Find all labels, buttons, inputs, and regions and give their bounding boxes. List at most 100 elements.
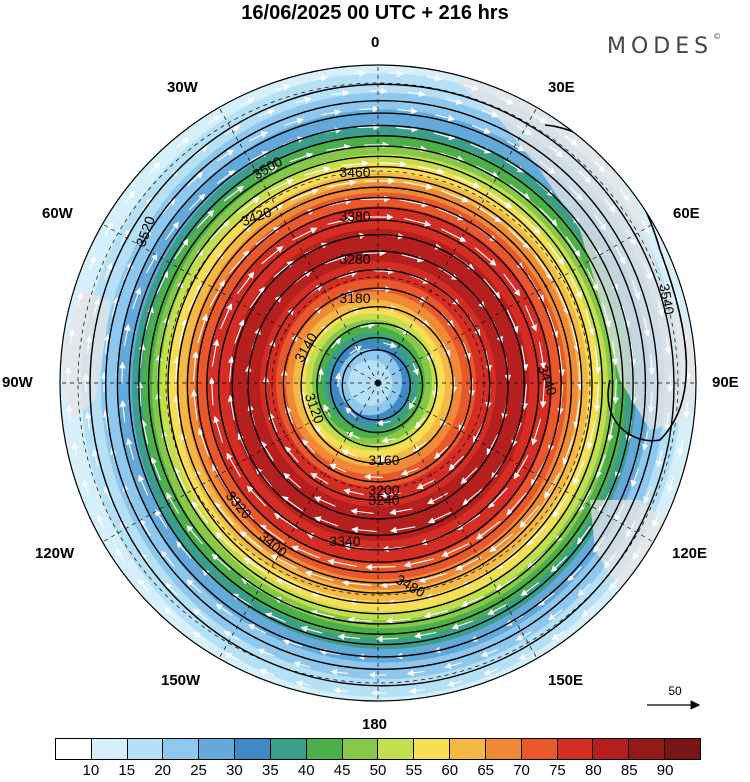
wind-vector: [178, 318, 188, 348]
wind-vector: [257, 648, 275, 657]
wind-vector: [321, 109, 342, 116]
wind-vector: [123, 323, 131, 347]
contour-label: 3540: [656, 282, 677, 316]
colorbar-tick-label: 50: [369, 762, 387, 779]
wind-vector: [333, 687, 349, 694]
wind-vector: [573, 399, 581, 429]
wind-vector: [474, 247, 497, 266]
wind-vector: [76, 291, 84, 307]
meridian-line: [377, 382, 654, 543]
wind-vector: [427, 511, 452, 524]
meridian-line: [377, 107, 538, 384]
wind-vector: [578, 170, 592, 184]
wind-vector: [380, 581, 410, 589]
contour-label: 3200: [368, 482, 399, 498]
wind-vector: [188, 283, 202, 311]
wind-vector: [186, 524, 203, 545]
wind-vector: [544, 472, 560, 499]
height-contour: [167, 165, 593, 605]
wind-vector: [343, 488, 364, 496]
wind-vector: [486, 434, 499, 456]
wind-vector: [677, 440, 685, 457]
wind-vector: [476, 205, 502, 223]
wind-vector: [441, 190, 469, 203]
wind-vector: [476, 165, 499, 178]
wind-vector: [643, 316, 651, 337]
wind-vector: [226, 452, 241, 478]
wind-vector: [92, 449, 99, 467]
lon-label-120w: 120W: [35, 545, 75, 562]
wind-vector: [173, 394, 181, 425]
colorbar-swatch: [629, 739, 666, 759]
wind-vector: [304, 166, 331, 176]
wind-vector: [664, 336, 672, 355]
wind-vector: [556, 287, 569, 315]
wind-vector: [621, 306, 630, 329]
colorbar-tick-label: 25: [190, 762, 207, 779]
wind-vector: [258, 109, 276, 117]
wind-vector: [518, 651, 533, 660]
wind-vector: [282, 639, 303, 647]
wind-vector: [612, 378, 619, 404]
wind-vector: [533, 114, 548, 124]
wind-vector: [521, 345, 529, 372]
wind-vector: [406, 669, 425, 677]
height-contour: [157, 155, 603, 615]
wind-vector: [164, 582, 178, 596]
wind-vector: [507, 227, 530, 249]
wind-vector: [123, 261, 133, 281]
wind-vector: [495, 576, 517, 591]
wind-vector: [438, 266, 459, 280]
wind-vector: [191, 501, 209, 524]
wind-vector: [257, 204, 284, 221]
wind-vector: [360, 322, 375, 330]
wind-vector: [550, 555, 568, 573]
wind-vector: [407, 90, 426, 98]
contour-label: 3180: [339, 290, 370, 306]
wind-vector: [538, 341, 547, 370]
wind-vector: [667, 477, 674, 493]
wind-vector: [209, 220, 230, 241]
colorbar-tick-label: 40: [297, 762, 315, 779]
wind-vector: [408, 396, 417, 410]
wind-vector: [349, 345, 362, 355]
wind-vector: [330, 337, 342, 349]
height-contour: [341, 349, 411, 421]
wind-vector: [644, 263, 652, 281]
wind-vector: [436, 207, 465, 221]
wind-vector: [229, 250, 250, 274]
wind-vector: [548, 609, 563, 621]
wind-vector: [506, 492, 527, 516]
colorbar-tick-label: 45: [333, 762, 351, 779]
wind-vector: [216, 170, 236, 184]
wind-vector: [568, 185, 583, 201]
wind-vector: [350, 70, 366, 77]
wind-vector: [164, 607, 176, 619]
wind-vector: [174, 238, 189, 260]
wind-vector: [462, 342, 471, 361]
wind-vector: [383, 341, 398, 349]
wind-vector: [496, 552, 519, 570]
meridian-line: [377, 223, 654, 384]
wind-vector: [192, 608, 208, 621]
height-contour: [138, 135, 624, 635]
wind-vector: [611, 340, 619, 366]
wind-vector: [435, 114, 456, 122]
wind-vector: [132, 287, 142, 309]
wind-vector: [84, 411, 92, 430]
wind-vector: [302, 439, 316, 454]
wind-vector: [376, 419, 391, 426]
wind-vector: [300, 625, 323, 634]
wind-vector: [225, 652, 240, 661]
wind-vector: [268, 412, 278, 433]
wind-vector: [334, 372, 342, 387]
wind-vector: [630, 381, 637, 405]
wind-vector: [345, 407, 357, 418]
colorbar-swatch: [91, 739, 128, 759]
wind-vector: [454, 176, 480, 188]
lon-label-30w: 30W: [167, 79, 198, 96]
colorbar-swatch: [378, 739, 415, 759]
wind-vector: [442, 342, 450, 357]
wind-vector: [176, 137, 189, 148]
wind-vector: [463, 84, 479, 91]
